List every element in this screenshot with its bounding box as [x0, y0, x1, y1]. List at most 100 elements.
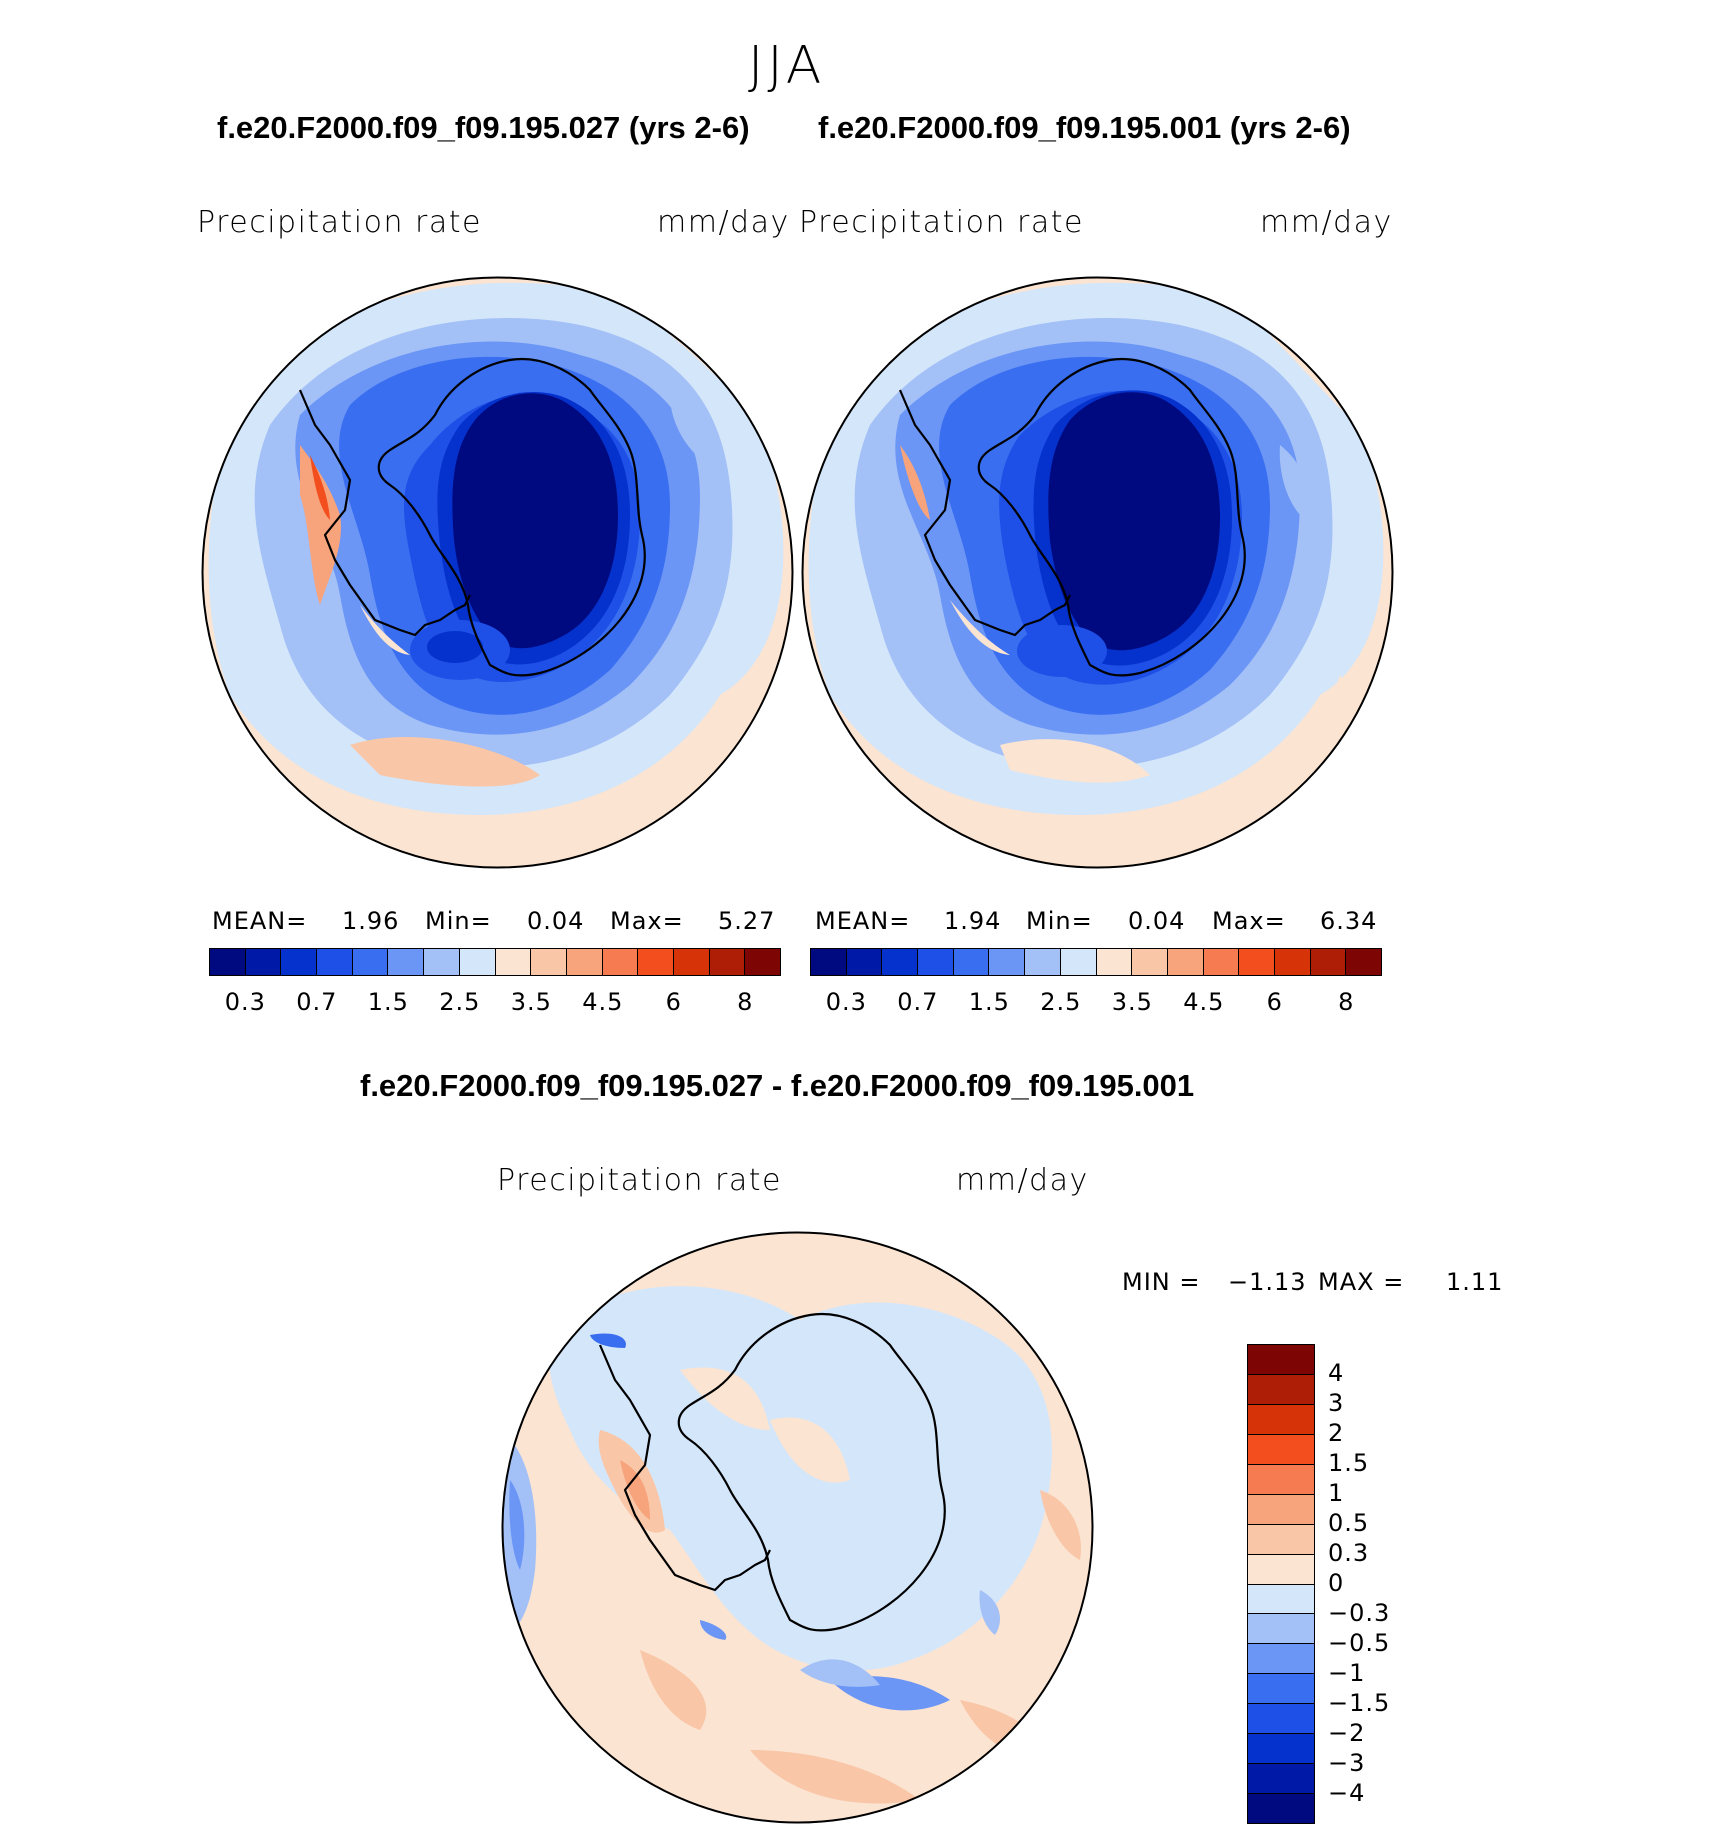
colorbar-swatch	[1060, 949, 1097, 975]
colorbar-tick-label: 3.5	[1111, 988, 1153, 1016]
colorbar-tick-label: 4.5	[1183, 988, 1225, 1016]
colorbar-tick-label: 0.7	[296, 988, 338, 1016]
panel-1-max-value: 5.27	[718, 907, 776, 935]
diff-colorbar-swatch	[1248, 1554, 1314, 1585]
colorbar-tick-label: 1.5	[968, 988, 1010, 1016]
colorbar-ticks-panel-1: 0.3 0.7 1.5 2.5 3.5 4.5 6 8	[209, 988, 781, 1018]
colorbar-swatch	[882, 949, 919, 975]
diff-units-label: mm/day	[956, 1163, 1089, 1198]
diff-panel-title: f.e20.F2000.f09_f09.195.027 - f.e20.F200…	[360, 1068, 1195, 1103]
diff-colorbar-tick-label: −4	[1328, 1779, 1366, 1807]
diff-colorbar-tick-label: −0.5	[1328, 1629, 1391, 1657]
precip-map-panel-1	[201, 276, 794, 869]
colorbar-swatch	[1346, 949, 1381, 975]
precip-map-panel-2	[801, 276, 1394, 869]
diff-colorbar-tick-label: −2	[1328, 1719, 1366, 1747]
colorbar-swatch	[245, 949, 282, 975]
panel-1-min-value: 0.04	[527, 907, 585, 935]
diff-colorbar-tick-label: 4	[1328, 1359, 1345, 1387]
colorbar-swatch	[1096, 949, 1133, 975]
colorbar-swatch	[1167, 949, 1204, 975]
diff-colorbar-swatch	[1248, 1764, 1314, 1795]
diff-colorbar-swatch	[1248, 1434, 1314, 1465]
panel-1-mean-value: 1.96	[342, 907, 400, 935]
precip-diff-map	[501, 1231, 1094, 1824]
colorbar-panel-2	[810, 948, 1382, 976]
antarctica-coastline-1	[298, 357, 646, 677]
diff-colorbar-tick-label: −1	[1328, 1659, 1366, 1687]
diff-colorbar-tick-label: 1.5	[1328, 1449, 1370, 1477]
colorbar-ticks-panel-2: 0.3 0.7 1.5 2.5 3.5 4.5 6 8	[810, 988, 1382, 1018]
map-border-diff	[501, 1231, 1094, 1824]
diff-colorbar-swatch	[1248, 1734, 1314, 1765]
diff-max-value: 1.11	[1446, 1268, 1504, 1296]
diff-colorbar-tick-label: 0.5	[1328, 1509, 1370, 1537]
colorbar-swatch	[352, 949, 389, 975]
panel-2-max-label: Max=	[1212, 907, 1286, 935]
colorbar-swatch	[281, 949, 318, 975]
colorbar-tick-label: 8	[737, 988, 754, 1016]
colorbar-swatch	[531, 949, 567, 975]
colorbar-swatch	[495, 949, 532, 975]
map-border-1	[201, 276, 794, 869]
diff-colorbar-swatch	[1248, 1524, 1314, 1555]
diff-colorbar-tick-label: 1	[1328, 1479, 1345, 1507]
diff-min-value: −1.13	[1228, 1268, 1307, 1296]
colorbar-swatch	[424, 949, 460, 975]
diff-colorbar-swatch	[1248, 1704, 1314, 1735]
diff-colorbar-swatch	[1248, 1584, 1314, 1615]
panel-1-title: f.e20.F2000.f09_f09.195.027 (yrs 2-6)	[217, 110, 750, 145]
diff-variable-label: Precipitation rate	[497, 1163, 782, 1198]
colorbar-swatch	[846, 949, 883, 975]
panel-1-units-label: mm/day	[657, 205, 790, 240]
panel-2-min-value: 0.04	[1128, 907, 1186, 935]
diff-colorbar-swatch	[1248, 1494, 1314, 1525]
colorbar-tick-label: 3.5	[510, 988, 552, 1016]
colorbar-swatch	[745, 949, 780, 975]
colorbar-swatch	[989, 949, 1026, 975]
antarctica-coastline-diff	[598, 1312, 946, 1632]
colorbar-swatch	[317, 949, 353, 975]
diff-colorbar-ticks: 4 3 2 1.5 1 0.5 0.3 0 −0.3 −0.5 −1 −1.5 −2 −3 −4	[1328, 1344, 1448, 1824]
colorbar-swatch	[811, 949, 847, 975]
colorbar-swatch	[1239, 949, 1275, 975]
panel-2-units-label: mm/day	[1260, 205, 1393, 240]
diff-max-label: MAX =	[1318, 1268, 1405, 1296]
diff-colorbar-swatch	[1248, 1345, 1314, 1375]
colorbar-tick-label: 0.7	[897, 988, 939, 1016]
diff-colorbar-swatch	[1248, 1464, 1314, 1495]
panel-2-max-value: 6.34	[1320, 907, 1378, 935]
colorbar-tick-label: 8	[1338, 988, 1355, 1016]
colorbar-swatch	[210, 949, 246, 975]
diff-colorbar-tick-label: 3	[1328, 1389, 1345, 1417]
antarctica-coastline-2	[898, 357, 1246, 677]
panel-1-max-label: Max=	[610, 907, 684, 935]
colorbar-swatch	[602, 949, 639, 975]
diff-colorbar-tick-label: −3	[1328, 1749, 1366, 1777]
season-title: JJA	[748, 36, 826, 96]
colorbar-tick-label: 2.5	[439, 988, 481, 1016]
colorbar-swatch	[673, 949, 710, 975]
diff-colorbar-tick-label: 2	[1328, 1419, 1345, 1447]
diff-colorbar-tick-label: 0	[1328, 1569, 1345, 1597]
colorbar-swatch	[953, 949, 990, 975]
colorbar-swatch	[388, 949, 425, 975]
panel-2-mean-label: MEAN=	[815, 907, 911, 935]
diff-colorbar-swatch	[1248, 1614, 1314, 1645]
colorbar-swatch	[1132, 949, 1168, 975]
map-border-2	[801, 276, 1394, 869]
diff-colorbar	[1247, 1344, 1315, 1824]
panel-2-min-label: Min=	[1026, 907, 1093, 935]
diff-min-label: MIN =	[1122, 1268, 1201, 1296]
panel-2-variable-label: Precipitation rate	[799, 205, 1084, 240]
colorbar-tick-label: 0.3	[825, 988, 867, 1016]
panel-1-mean-label: MEAN=	[212, 907, 308, 935]
panel-2-title: f.e20.F2000.f09_f09.195.001 (yrs 2-6)	[818, 110, 1351, 145]
colorbar-swatch	[459, 949, 496, 975]
colorbar-tick-label: 6	[665, 988, 682, 1016]
colorbar-swatch	[918, 949, 954, 975]
diff-colorbar-swatch	[1248, 1644, 1314, 1675]
colorbar-tick-label: 1.5	[367, 988, 409, 1016]
diff-colorbar-swatch	[1248, 1794, 1314, 1823]
diff-colorbar-swatch	[1248, 1374, 1314, 1405]
